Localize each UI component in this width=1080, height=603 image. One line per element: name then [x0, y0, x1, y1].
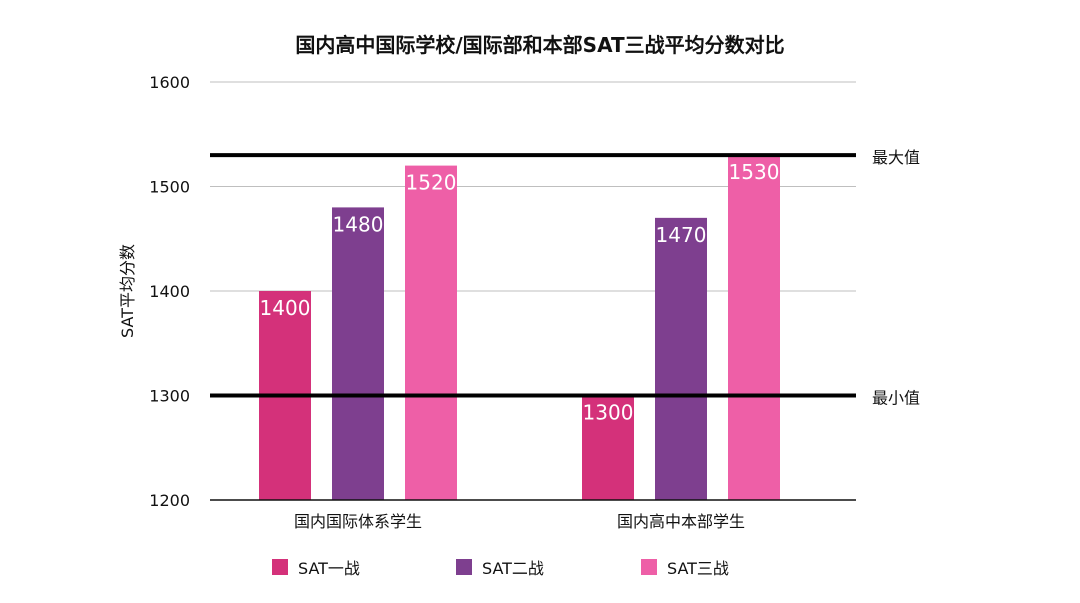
legend-swatch	[641, 559, 657, 575]
bar-value-label: 1520	[406, 171, 457, 195]
y-tick-label: 1300	[149, 387, 190, 406]
bar-value-label: 1530	[729, 160, 780, 184]
bar	[405, 165, 457, 500]
y-axis-title: SAT平均分数	[118, 244, 137, 338]
y-tick-label: 1400	[149, 282, 190, 301]
bar	[332, 207, 384, 500]
y-tick-label: 1200	[149, 491, 190, 510]
bar	[728, 155, 780, 500]
bar-value-labels: 1400 1480 1520 1300 1470 1530	[260, 160, 780, 424]
bar	[655, 217, 707, 500]
legend-label: SAT一战	[298, 559, 360, 578]
bar-value-label: 1300	[583, 401, 634, 425]
legend-label: SAT三战	[667, 559, 729, 578]
y-tick-label: 1500	[149, 178, 190, 197]
y-tick-label: 1600	[149, 73, 190, 92]
category-label: 国内国际体系学生	[294, 512, 422, 531]
bar-value-label: 1480	[333, 212, 384, 236]
legend: SAT一战 SAT二战 SAT三战	[272, 559, 729, 578]
reference-line-label: 最大值	[872, 148, 920, 167]
legend-swatch	[272, 559, 288, 575]
category-label: 国内高中本部学生	[617, 512, 745, 531]
bar	[582, 395, 634, 500]
bar-value-label: 1400	[260, 296, 311, 320]
legend-swatch	[456, 559, 472, 575]
bars	[259, 155, 780, 500]
category-labels: 国内国际体系学生 国内高中本部学生	[294, 512, 745, 531]
reference-line-label: 最小值	[872, 389, 920, 408]
bar-value-label: 1470	[656, 223, 707, 247]
chart-title: 国内高中国际学校/国际部和本部SAT三战平均分数对比	[295, 33, 784, 57]
legend-label: SAT二战	[482, 559, 544, 578]
y-tick-labels: 1200 1300 1400 1500 1600	[149, 73, 190, 510]
